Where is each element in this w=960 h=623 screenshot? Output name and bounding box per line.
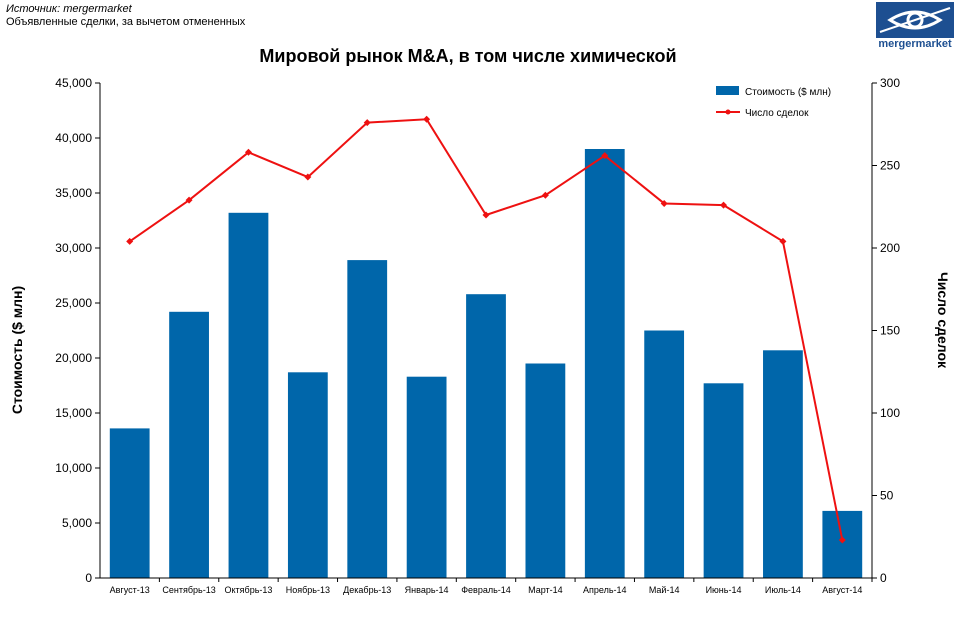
y-left-tick-label: 45,000: [55, 76, 92, 90]
x-tick-label: Январь-14: [405, 585, 449, 595]
y-left-tick-label: 25,000: [55, 296, 92, 310]
chart-title: Мировой рынок M&A, в том числе химическо…: [259, 46, 677, 66]
y-left-tick-label: 30,000: [55, 241, 92, 255]
y-right-tick-label: 300: [880, 76, 900, 90]
x-tick-label: Сентябрь-13: [162, 585, 215, 595]
source-note: Источник: mergermarket Объявленные сделк…: [6, 3, 245, 29]
y-axis-right-label: Число сделок: [935, 272, 951, 369]
y-right-tick-label: 150: [880, 324, 900, 338]
bar: [228, 212, 269, 579]
eye-logo-icon: [876, 2, 954, 38]
legend-bar-label: Стоимость ($ млн): [745, 87, 831, 98]
deals-note: Объявленные сделки, за вычетом отмененны…: [6, 16, 246, 28]
deals-point: [779, 237, 787, 245]
deals-point: [363, 119, 371, 127]
mergermarket-logo: mergermarket: [876, 2, 954, 52]
line-series: [126, 115, 846, 544]
y-right-tick-label: 50: [880, 489, 894, 503]
y-right-tick-label: 250: [880, 159, 900, 173]
deals-point: [838, 536, 846, 544]
y-left-tick-label: 20,000: [55, 351, 92, 365]
y-axis-left-label: Стоимость ($ млн): [9, 286, 25, 414]
y-left-tick-label: 5,000: [62, 516, 92, 530]
legend-line-label: Число сделок: [745, 108, 809, 119]
legend: Стоимость ($ млн) Число сделок: [716, 86, 831, 119]
bar: [406, 376, 447, 578]
deals-point: [720, 201, 728, 209]
y-left-tick-label: 0: [85, 571, 92, 585]
x-tick-labels: Август-13 Сентябрь-13 Октябрь-13 Ноябрь-13 Д…: [110, 578, 873, 595]
deals-point: [126, 237, 134, 245]
deals-point: [601, 152, 609, 160]
deals-point: [244, 148, 252, 156]
deals-point: [541, 191, 549, 199]
legend-bar-swatch: [716, 86, 739, 95]
x-tick-label: Август-14: [822, 585, 862, 595]
bar: [109, 428, 150, 578]
x-tick-label: Февраль-14: [461, 585, 511, 595]
tick-labels: 0 5,000 10,000 15,000 20,000 25,000 30,000 35,0…: [55, 76, 900, 585]
x-tick-label: Октябрь-13: [225, 585, 273, 595]
bar: [466, 294, 506, 578]
y-left-tick-label: 10,000: [55, 461, 92, 475]
bar-series: [109, 149, 863, 579]
x-tick-label: Июнь-14: [706, 585, 742, 595]
bar: [822, 510, 863, 578]
deals-point: [482, 211, 490, 219]
source-label: Источник: mergermarket: [6, 3, 132, 15]
x-tick-label: Июль-14: [765, 585, 801, 595]
x-tick-label: Март-14: [528, 585, 563, 595]
y-left-tick-label: 15,000: [55, 406, 92, 420]
x-tick-label: Август-13: [110, 585, 150, 595]
deals-point: [185, 196, 193, 204]
x-tick-label: Ноябрь-13: [286, 585, 330, 595]
y-right-tick-label: 200: [880, 241, 900, 255]
bar: [584, 149, 625, 578]
bar: [169, 311, 209, 578]
y-right-tick-label: 100: [880, 406, 900, 420]
bar: [525, 363, 566, 578]
bar: [644, 330, 685, 578]
deals-point: [423, 115, 431, 123]
x-tick-label: Декабрь-13: [343, 585, 391, 595]
bar: [763, 350, 803, 578]
legend-line-marker: [725, 109, 731, 115]
bar: [347, 260, 388, 578]
y-left-tick-label: 40,000: [55, 131, 92, 145]
deals-point: [660, 199, 668, 207]
bar: [703, 383, 744, 578]
x-tick-label: Апрель-14: [583, 585, 627, 595]
deals-point: [304, 173, 312, 181]
x-tick-label: Май-14: [649, 585, 680, 595]
logo-wordmark: mergermarket: [878, 38, 952, 50]
bar: [287, 372, 328, 578]
y-left-tick-label: 35,000: [55, 186, 92, 200]
y-right-tick-label: 0: [880, 571, 887, 585]
